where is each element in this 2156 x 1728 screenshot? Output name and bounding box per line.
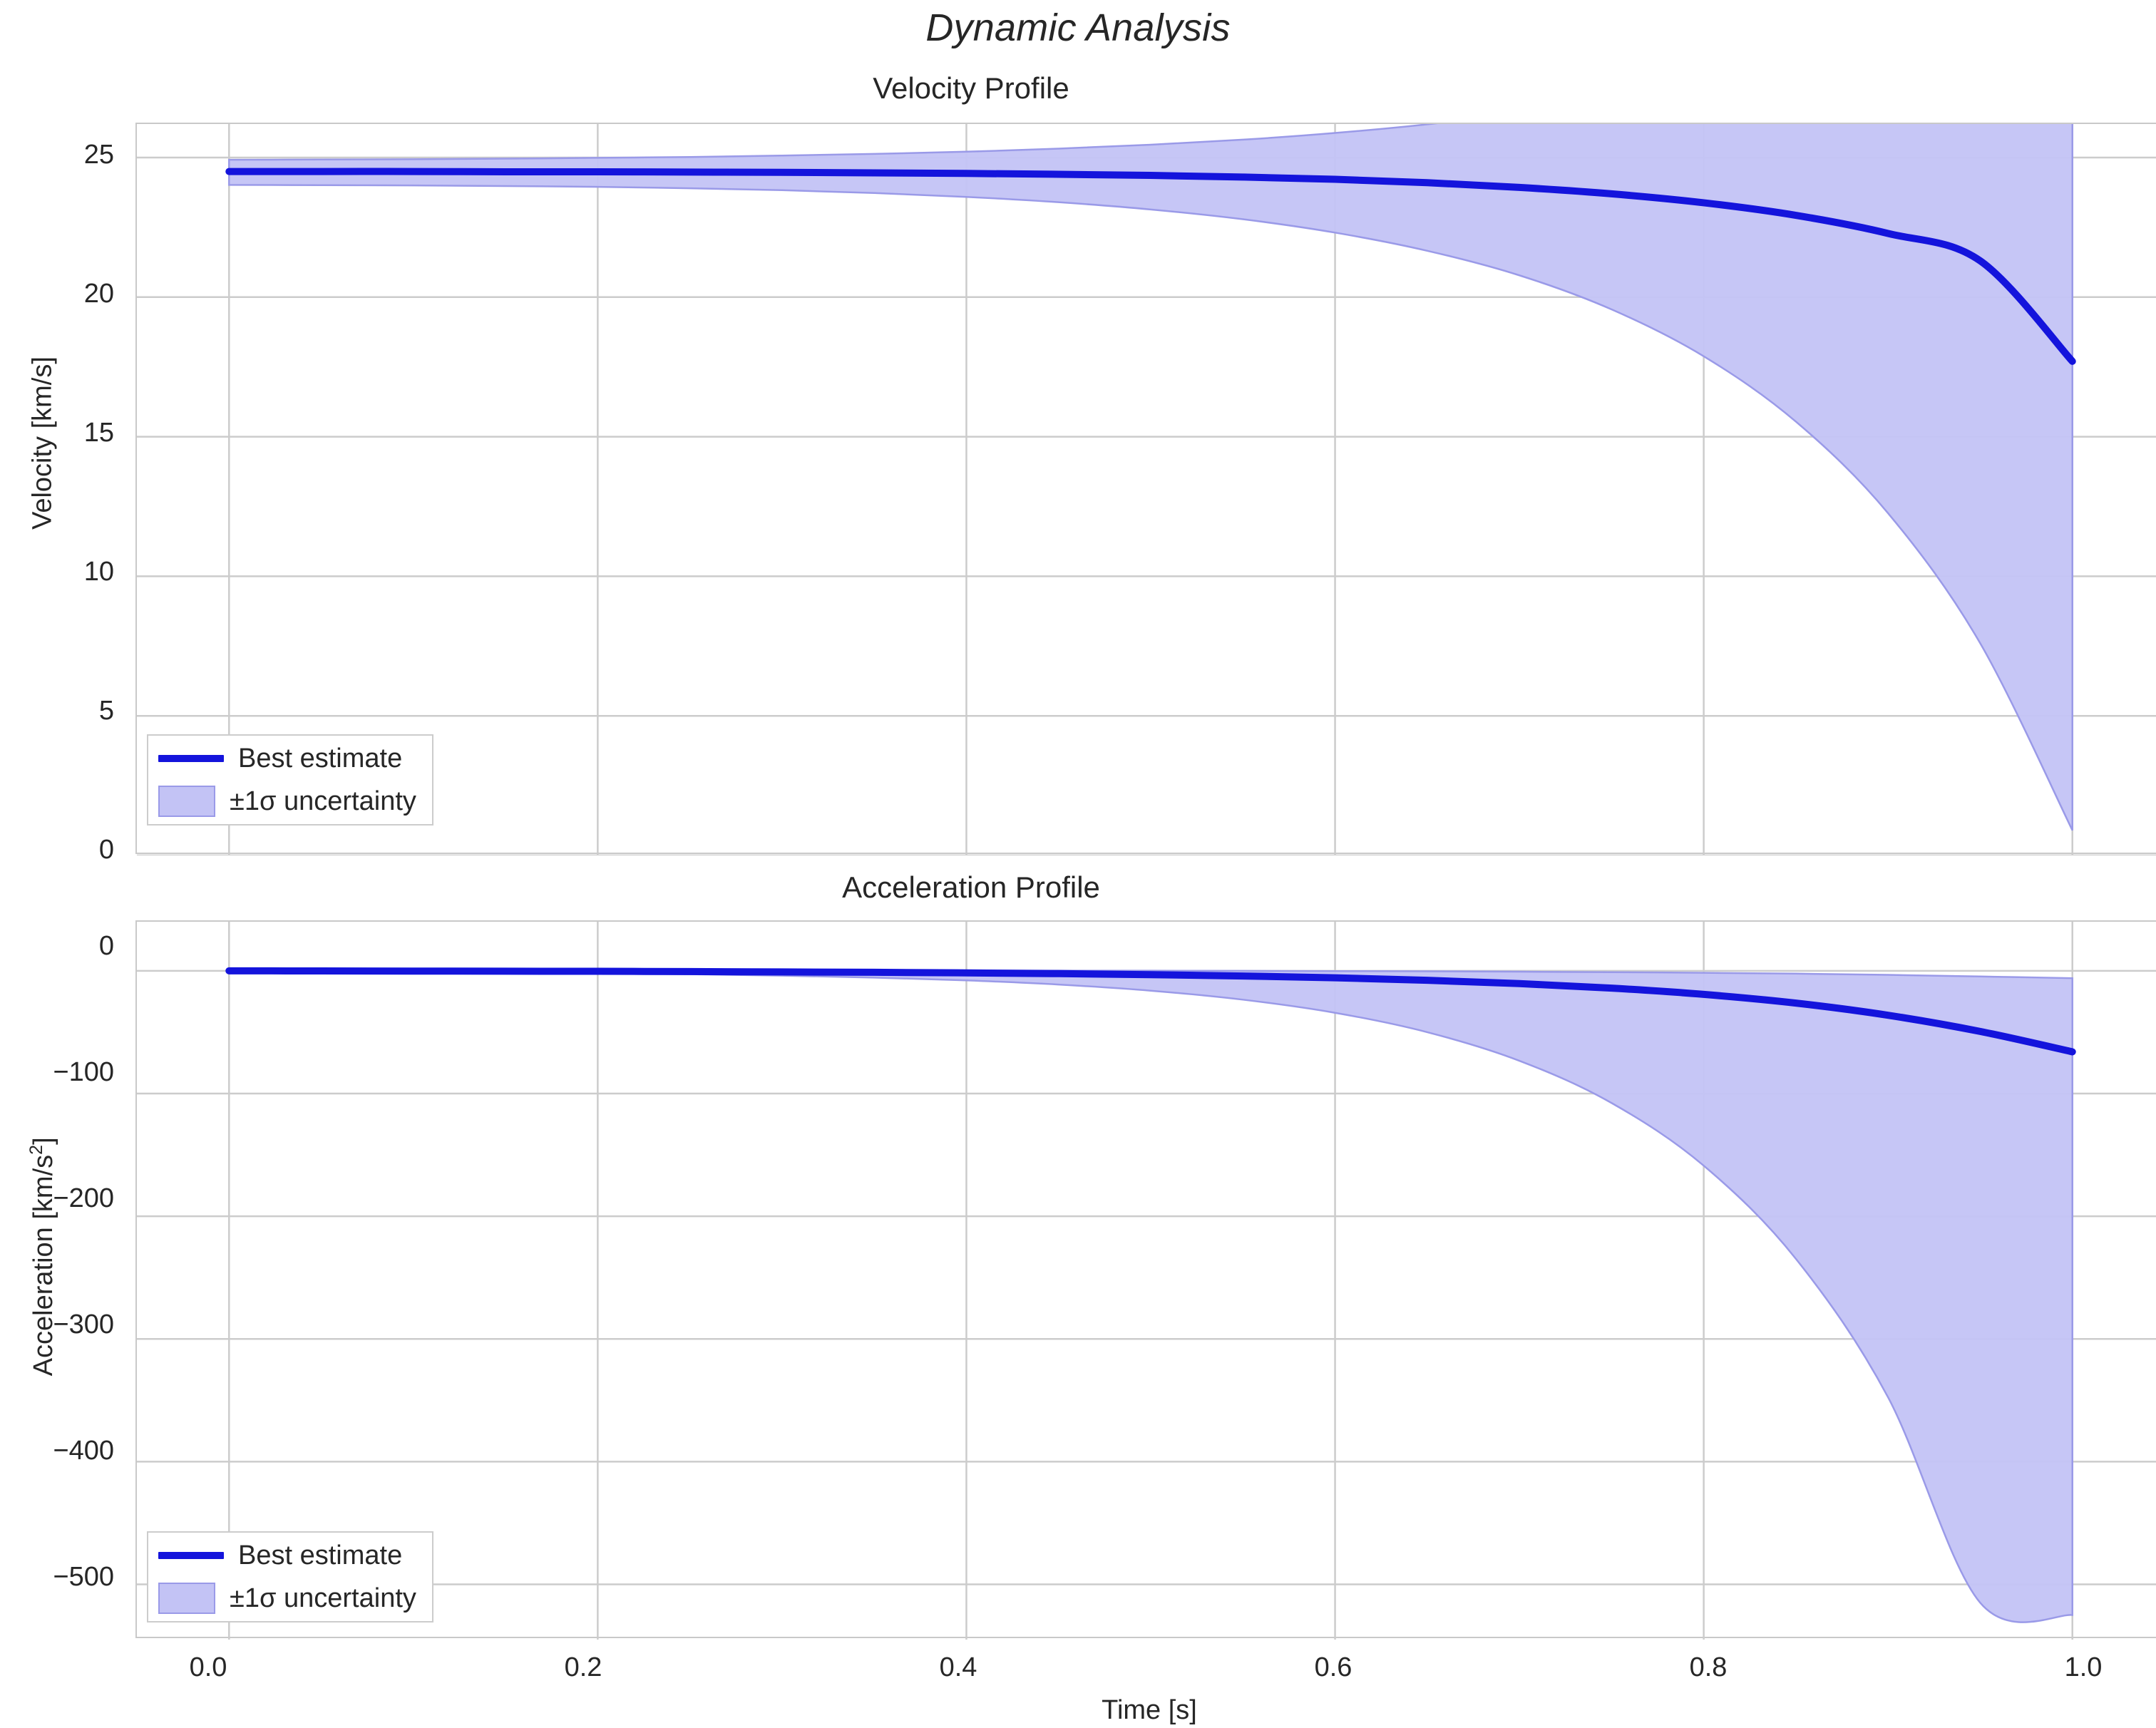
velocity-subplot-title: Velocity Profile — [873, 71, 1069, 105]
xtick-0-0: 0.0 — [189, 1652, 227, 1682]
band-swatch-icon — [158, 786, 215, 817]
acceleration-y-axis-label: Acceleration [km/s2] — [26, 1137, 58, 1377]
legend-row-best-estimate[interactable]: Best estimate — [158, 743, 416, 774]
legend-label-best-estimate: Best estimate — [238, 1540, 403, 1570]
line-swatch-icon — [158, 1552, 224, 1559]
xtick-0-8: 0.8 — [1689, 1652, 1728, 1682]
acceleration-ytick-0: 0 — [98, 931, 114, 961]
xtick-0-4: 0.4 — [939, 1652, 977, 1682]
velocity-ytick-5: 5 — [98, 696, 114, 726]
band-swatch-icon — [158, 1583, 215, 1614]
xtick-0-6: 0.6 — [1314, 1652, 1352, 1682]
best-estimate-line — [225, 967, 2076, 1056]
acceleration-ytick-m500: −500 — [53, 1562, 114, 1592]
legend-row-uncertainty[interactable]: ±1σ uncertainty — [158, 786, 416, 817]
best-estimate-line — [225, 168, 2076, 365]
legend-row-best-estimate[interactable]: Best estimate — [158, 1540, 416, 1571]
legend-label-uncertainty: ±1σ uncertainty — [230, 786, 416, 816]
uncertainty-band — [228, 968, 2073, 1623]
uncertainty-band — [228, 124, 2073, 831]
legend-label-uncertainty: ±1σ uncertainty — [230, 1583, 416, 1613]
velocity-ytick-15: 15 — [83, 418, 114, 448]
x-axis-label: Time [s] — [1102, 1695, 1197, 1725]
xtick-0-2: 0.2 — [564, 1652, 602, 1682]
legend-label-best-estimate: Best estimate — [238, 743, 403, 773]
legend-row-uncertainty[interactable]: ±1σ uncertainty — [158, 1583, 416, 1614]
line-swatch-icon — [158, 755, 224, 762]
figure-suptitle: Dynamic Analysis — [925, 6, 1231, 49]
acceleration-ytick-m300: −300 — [53, 1310, 114, 1339]
xtick-1-0: 1.0 — [2064, 1652, 2103, 1682]
acceleration-plot-area — [135, 920, 2156, 1640]
velocity-legend[interactable]: Best estimate ±1σ uncertainty — [147, 734, 433, 826]
acceleration-subplot-title: Acceleration Profile — [842, 870, 1100, 904]
acceleration-legend[interactable]: Best estimate ±1σ uncertainty — [147, 1531, 433, 1622]
acceleration-ytick-m200: −200 — [53, 1183, 114, 1213]
velocity-plot-area — [135, 123, 2156, 855]
acceleration-ytick-m400: −400 — [53, 1436, 114, 1466]
acceleration-ytick-m100: −100 — [53, 1057, 114, 1087]
velocity-ytick-0: 0 — [98, 835, 114, 865]
velocity-ytick-20: 20 — [83, 279, 114, 309]
velocity-ytick-25: 25 — [83, 140, 114, 170]
velocity-ytick-10: 10 — [83, 557, 114, 587]
